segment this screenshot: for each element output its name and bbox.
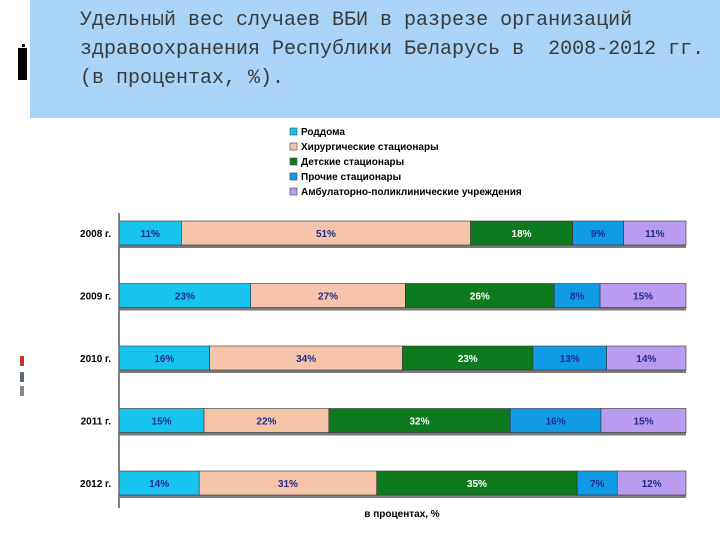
data-label: 12% <box>642 479 662 490</box>
data-label: 14% <box>636 354 656 365</box>
bar-segment <box>599 283 687 308</box>
data-label: 8% <box>570 292 585 303</box>
data-label: 26% <box>470 292 490 303</box>
data-label: 27% <box>318 292 338 303</box>
legend-label: Прочие стационары <box>301 172 401 183</box>
data-label: 18% <box>512 229 532 240</box>
stacked-bar-chart: Роддома Хирургические стационары Детские с… <box>80 127 687 520</box>
decor-block <box>20 356 24 366</box>
data-label: 16% <box>154 354 174 365</box>
bar-segment <box>576 470 618 496</box>
bar-segment <box>402 345 534 371</box>
bar-segment <box>118 408 205 433</box>
legend-swatch <box>289 142 298 151</box>
bar-shadow <box>119 307 686 311</box>
legend-label: Хирургические стационары <box>301 142 439 153</box>
data-label: 23% <box>458 354 478 365</box>
legend-label: Детские стационары <box>301 157 404 168</box>
bar-segment <box>470 220 573 246</box>
decor-block <box>18 48 27 80</box>
legend-swatch <box>289 157 298 166</box>
bar-segment <box>118 345 211 371</box>
data-label: 22% <box>256 417 276 428</box>
bar-segment <box>328 408 511 433</box>
legend-swatch <box>289 127 298 136</box>
data-label: 32% <box>410 417 430 428</box>
legend-swatch <box>289 187 298 196</box>
legend-label: Роддома <box>301 127 345 138</box>
left-decor-strip <box>0 0 30 540</box>
bar-segment <box>209 345 403 371</box>
data-label: 13% <box>560 354 580 365</box>
bar-segment <box>509 408 602 433</box>
decor-block <box>22 44 25 47</box>
category-label: 2012 г. <box>80 479 111 490</box>
data-label: 16% <box>546 417 566 428</box>
data-label: 15% <box>633 292 653 303</box>
bar-segment <box>181 220 471 246</box>
decor-block <box>20 372 24 382</box>
category-label: 2011 г. <box>81 417 112 428</box>
bar-shadow <box>119 432 686 436</box>
legend-label: Амбулаторно-поликлинические учреждения <box>301 186 522 198</box>
bar-segment <box>376 470 578 496</box>
data-label: 34% <box>296 354 316 365</box>
bar-segment <box>623 220 687 246</box>
data-label: 9% <box>591 229 606 240</box>
bar-segment <box>606 345 687 371</box>
bar-shadow <box>119 245 686 248</box>
bar-segment <box>532 345 607 371</box>
data-label: 7% <box>590 479 605 490</box>
data-label: 11% <box>645 229 665 240</box>
bar-segment <box>118 470 200 496</box>
data-label: 15% <box>152 417 172 428</box>
data-label: 35% <box>467 479 487 490</box>
category-label: 2010 г. <box>80 354 111 365</box>
category-label: 2008 г. <box>80 229 111 240</box>
bar-segment <box>600 408 687 433</box>
data-label: 11% <box>140 229 160 240</box>
data-label: 51% <box>316 229 336 240</box>
data-label: 14% <box>149 479 169 490</box>
data-label: 23% <box>175 292 195 303</box>
bar-segment <box>616 470 687 496</box>
bar-shadow <box>119 495 686 498</box>
legend-swatch <box>289 172 298 181</box>
data-label: 31% <box>278 479 298 490</box>
data-label: 15% <box>633 417 653 428</box>
bar-segment <box>118 283 252 308</box>
bar-segment <box>553 283 601 308</box>
slide-title: Удельный вес случаев ВБИ в разрезе орган… <box>80 9 717 90</box>
bar-shadow <box>119 370 686 373</box>
chart-panel: Роддома Хирургические стационары Детские с… <box>30 118 720 540</box>
bar-segment <box>203 408 330 433</box>
category-label: 2009 г. <box>80 292 111 303</box>
decor-block <box>20 386 24 396</box>
x-axis-label: в процентах, % <box>364 509 440 520</box>
